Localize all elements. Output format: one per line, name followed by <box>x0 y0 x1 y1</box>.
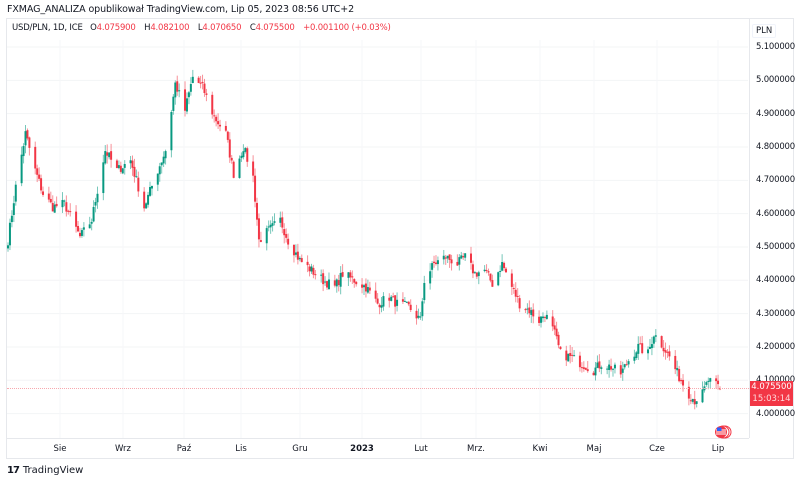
price-tick: 4.600000 <box>756 208 795 219</box>
symbol-label[interactable]: USD/PLN, 1D, ICE <box>12 23 83 33</box>
high-value: 4.082100 <box>150 23 190 33</box>
us-flag-icon[interactable] <box>714 425 732 439</box>
tradingview-mark-icon: 17 <box>7 465 20 476</box>
low-value: 4.070650 <box>202 23 242 33</box>
time-tick: Sie <box>53 444 67 454</box>
chart-frame <box>6 18 794 459</box>
price-tick: 4.400000 <box>756 275 795 286</box>
time-tick: Maj <box>586 444 602 454</box>
price-tick: 5.100000 <box>756 42 795 52</box>
high-label: H <box>144 23 151 33</box>
current-price-line <box>7 388 749 390</box>
time-axis[interactable] <box>6 438 749 460</box>
time-tick: Lip <box>711 444 725 454</box>
price-tick: 4.000000 <box>756 408 795 419</box>
price-tick: 5.000000 <box>756 75 795 86</box>
low-label: L <box>197 23 203 33</box>
price-tick: 4.500000 <box>756 241 795 252</box>
time-tick: Kwi <box>532 444 548 454</box>
price-tick: 4.200000 <box>756 341 795 352</box>
close-value: 4.075500 <box>255 23 295 33</box>
price-tick: 4.300000 <box>756 308 795 319</box>
time-tick: Lis <box>235 444 247 454</box>
ohlc-legend: USD/PLN, 1D, ICE O4.075900 H4.082100 L4.… <box>12 23 397 33</box>
time-tick: Mrz. <box>467 444 485 454</box>
open-label: O <box>90 23 97 33</box>
open-value: 4.075900 <box>96 23 136 33</box>
time-tick: Paź <box>176 444 192 454</box>
time-tick: Gru <box>292 444 308 454</box>
close-label: C <box>249 23 256 33</box>
published-by-line: FXMAG_ANALIZA opublikował TradingView.co… <box>7 4 355 15</box>
price-tick: 4.900000 <box>756 108 795 119</box>
bar-countdown: 15:03:14 <box>752 394 791 405</box>
current-price-badge: 4.075500 15:03:14 <box>750 381 793 407</box>
current-price-value: 4.075500 <box>751 382 792 393</box>
price-tick: 4.800000 <box>756 141 795 152</box>
time-tick: Wrz <box>115 444 131 454</box>
tradingview-logo[interactable]: 17 TradingView <box>7 465 83 476</box>
time-tick: 2023 <box>350 444 374 454</box>
tradingview-wordmark: TradingView <box>22 465 84 476</box>
price-tick: 4.100000 <box>756 375 795 386</box>
price-tick: 4.700000 <box>756 175 795 186</box>
time-tick: Lut <box>414 444 428 454</box>
currency-label[interactable]: PLN <box>752 24 777 38</box>
change-value: +0.001100 (+0.03%) <box>303 23 391 33</box>
time-tick: Cze <box>649 444 665 454</box>
price-axis[interactable] <box>749 18 795 438</box>
